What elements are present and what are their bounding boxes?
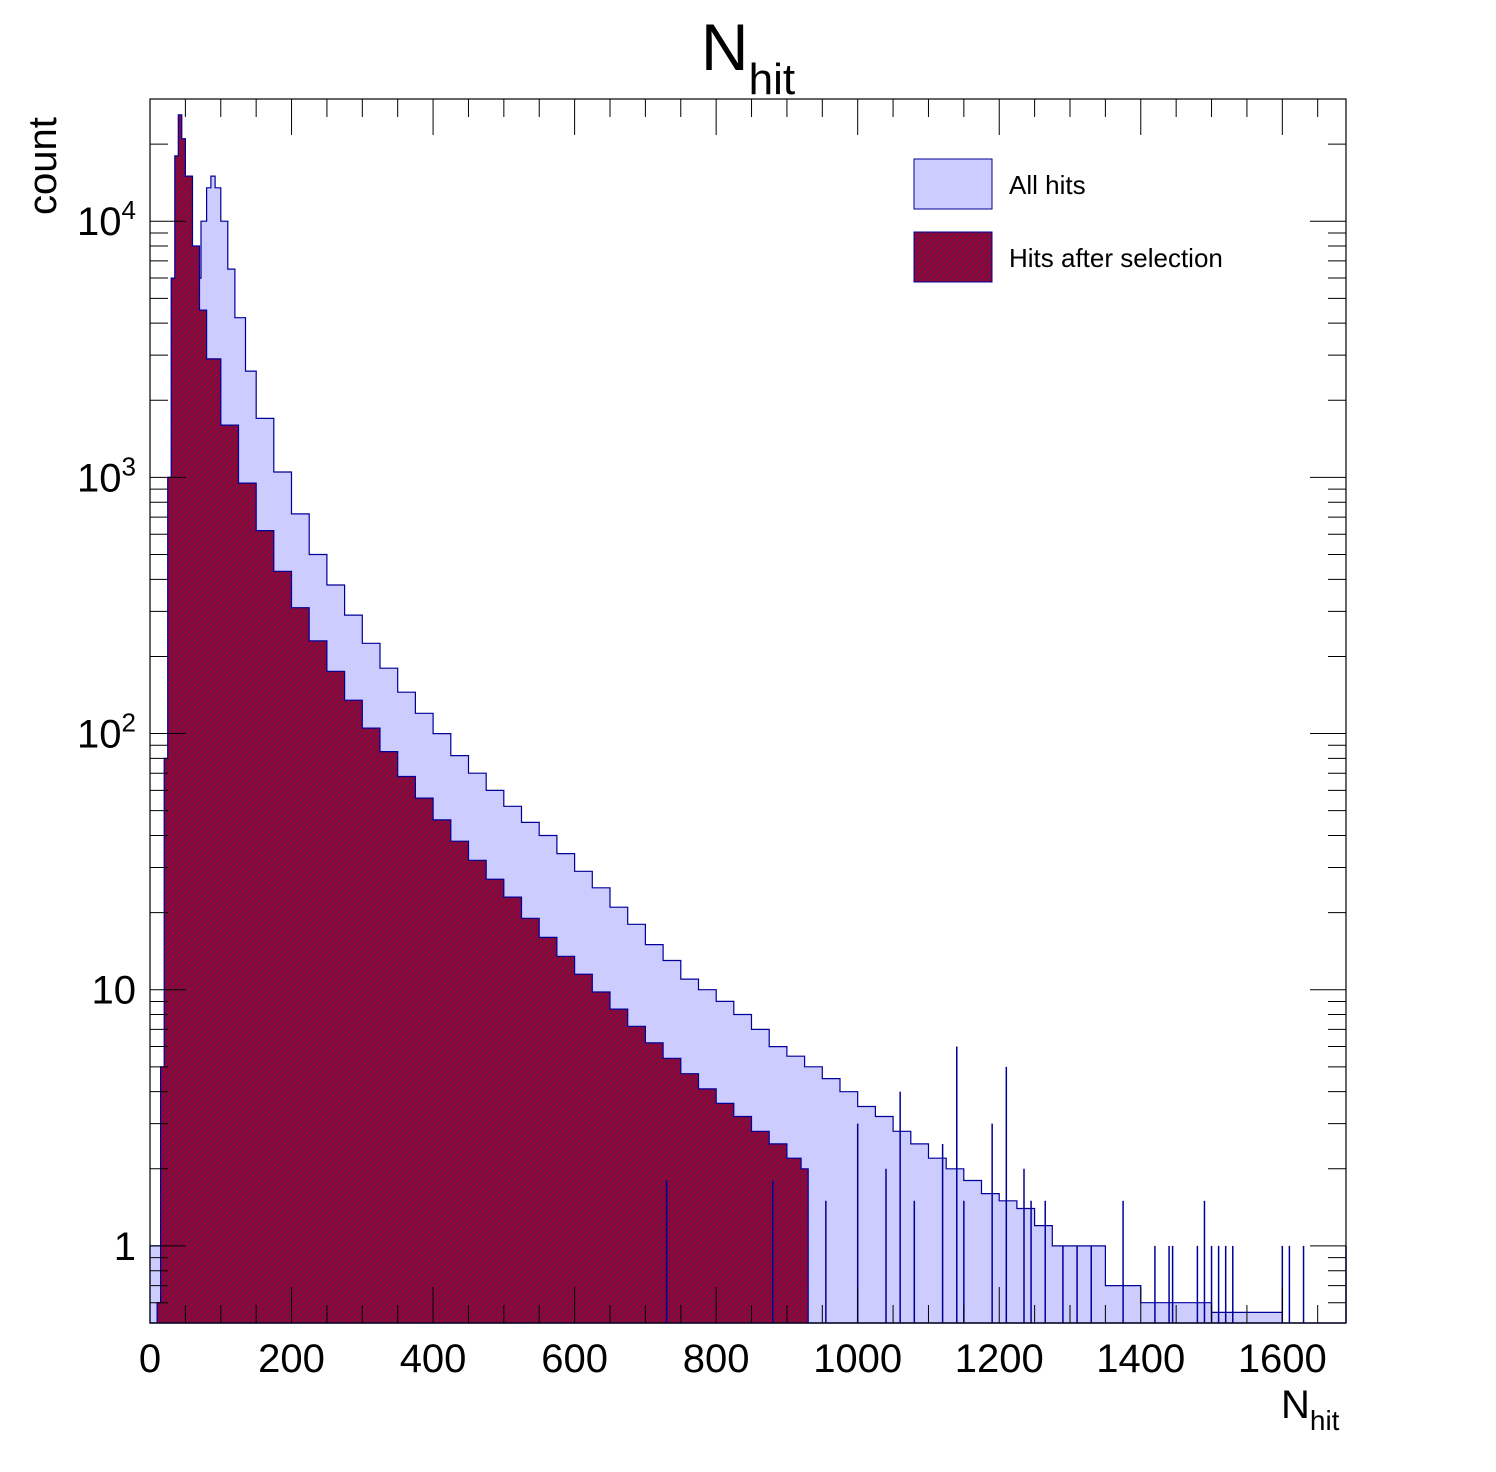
legend-label-selection: Hits after selection: [1009, 243, 1223, 273]
chart-title-sub: hit: [749, 55, 795, 104]
series-layer: [149, 114, 1347, 1324]
x-tick-label: 600: [541, 1337, 608, 1381]
y-tick-label: 102: [77, 708, 136, 757]
axis-layer: 0 200 400 600 800 1000 1200 1400 160011010210310…: [77, 98, 1346, 1381]
y-tick-exponent: 3: [122, 451, 136, 481]
y-tick-exponent: 4: [122, 195, 136, 225]
x-tick-label: 800: [683, 1337, 750, 1381]
legend: All hits Hits after selection: [913, 158, 1223, 283]
legend-swatch-all-hits: [913, 158, 993, 210]
x-tick-label: 1000: [813, 1337, 902, 1381]
x-axis-label-sub: hit: [1310, 1405, 1340, 1436]
chart-title-main: N: [701, 10, 749, 84]
chart-title: Nhit: [701, 10, 795, 104]
x-tick-label: 400: [400, 1337, 467, 1381]
x-axis-label: Nhit: [1281, 1383, 1340, 1436]
x-axis-label-main: N: [1281, 1383, 1310, 1427]
plot-frame: [149, 98, 1347, 1324]
y-tick-label: 104: [77, 195, 136, 244]
y-axis-label: count: [21, 117, 65, 215]
series-hits-after-selection: [150, 114, 1346, 1324]
y-tick-base: 10: [77, 713, 122, 757]
y-tick-label: 10: [92, 969, 137, 1013]
x-tick-label: 200: [258, 1337, 325, 1381]
y-tick-base: 1: [114, 1225, 136, 1269]
legend-label-all-hits: All hits: [1009, 170, 1086, 200]
y-tick-exponent: 2: [122, 708, 136, 738]
y-tick-base: 10: [77, 456, 122, 500]
y-tick-base: 10: [77, 200, 122, 244]
x-tick-label: 1400: [1096, 1337, 1185, 1381]
y-tick-label: 1: [114, 1225, 136, 1269]
y-tick-label: 103: [77, 451, 136, 500]
x-tick-label: 1200: [955, 1337, 1044, 1381]
y-tick-base: 10: [92, 969, 137, 1013]
legend-swatch-selection: [913, 231, 993, 283]
x-tick-label: 0: [139, 1337, 161, 1381]
x-tick-label: 1600: [1238, 1337, 1327, 1381]
